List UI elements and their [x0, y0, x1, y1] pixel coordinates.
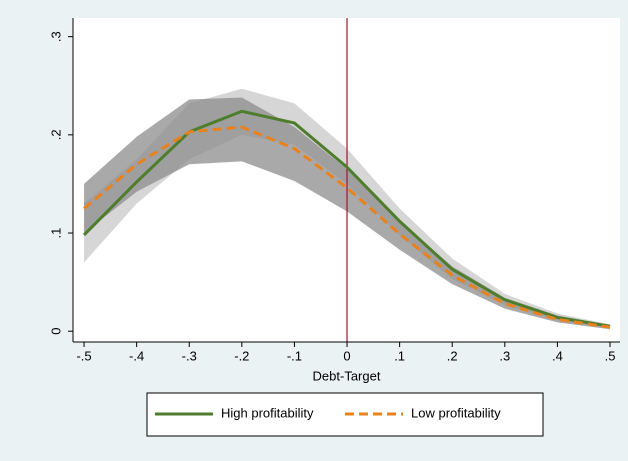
x-tick-label: .1 — [394, 348, 405, 363]
x-tick-label: .2 — [447, 348, 458, 363]
x-tick-label: .3 — [499, 348, 510, 363]
x-tick-label: -.4 — [129, 348, 144, 363]
x-tick-label: -.5 — [76, 348, 91, 363]
legend-label: High profitability — [221, 405, 314, 420]
confidence-band — [84, 97, 611, 330]
x-tick-label: 0 — [343, 348, 350, 363]
y-tick-label: .1 — [48, 228, 63, 239]
x-tick-label: -.1 — [287, 348, 302, 363]
x-tick-label: -.2 — [234, 348, 249, 363]
legend-label: Low profitability — [411, 405, 501, 420]
y-tick-label: .3 — [48, 31, 63, 42]
y-tick-label: .2 — [48, 129, 63, 140]
series-line — [82, 109, 611, 328]
x-tick-label: .4 — [552, 348, 563, 363]
series-line — [83, 125, 611, 329]
x-axis-label: Debt-Target — [313, 368, 381, 383]
x-tick-label: -.3 — [182, 348, 197, 363]
y-tick-label: 0 — [48, 328, 63, 335]
x-tick-label: .5 — [605, 348, 616, 363]
